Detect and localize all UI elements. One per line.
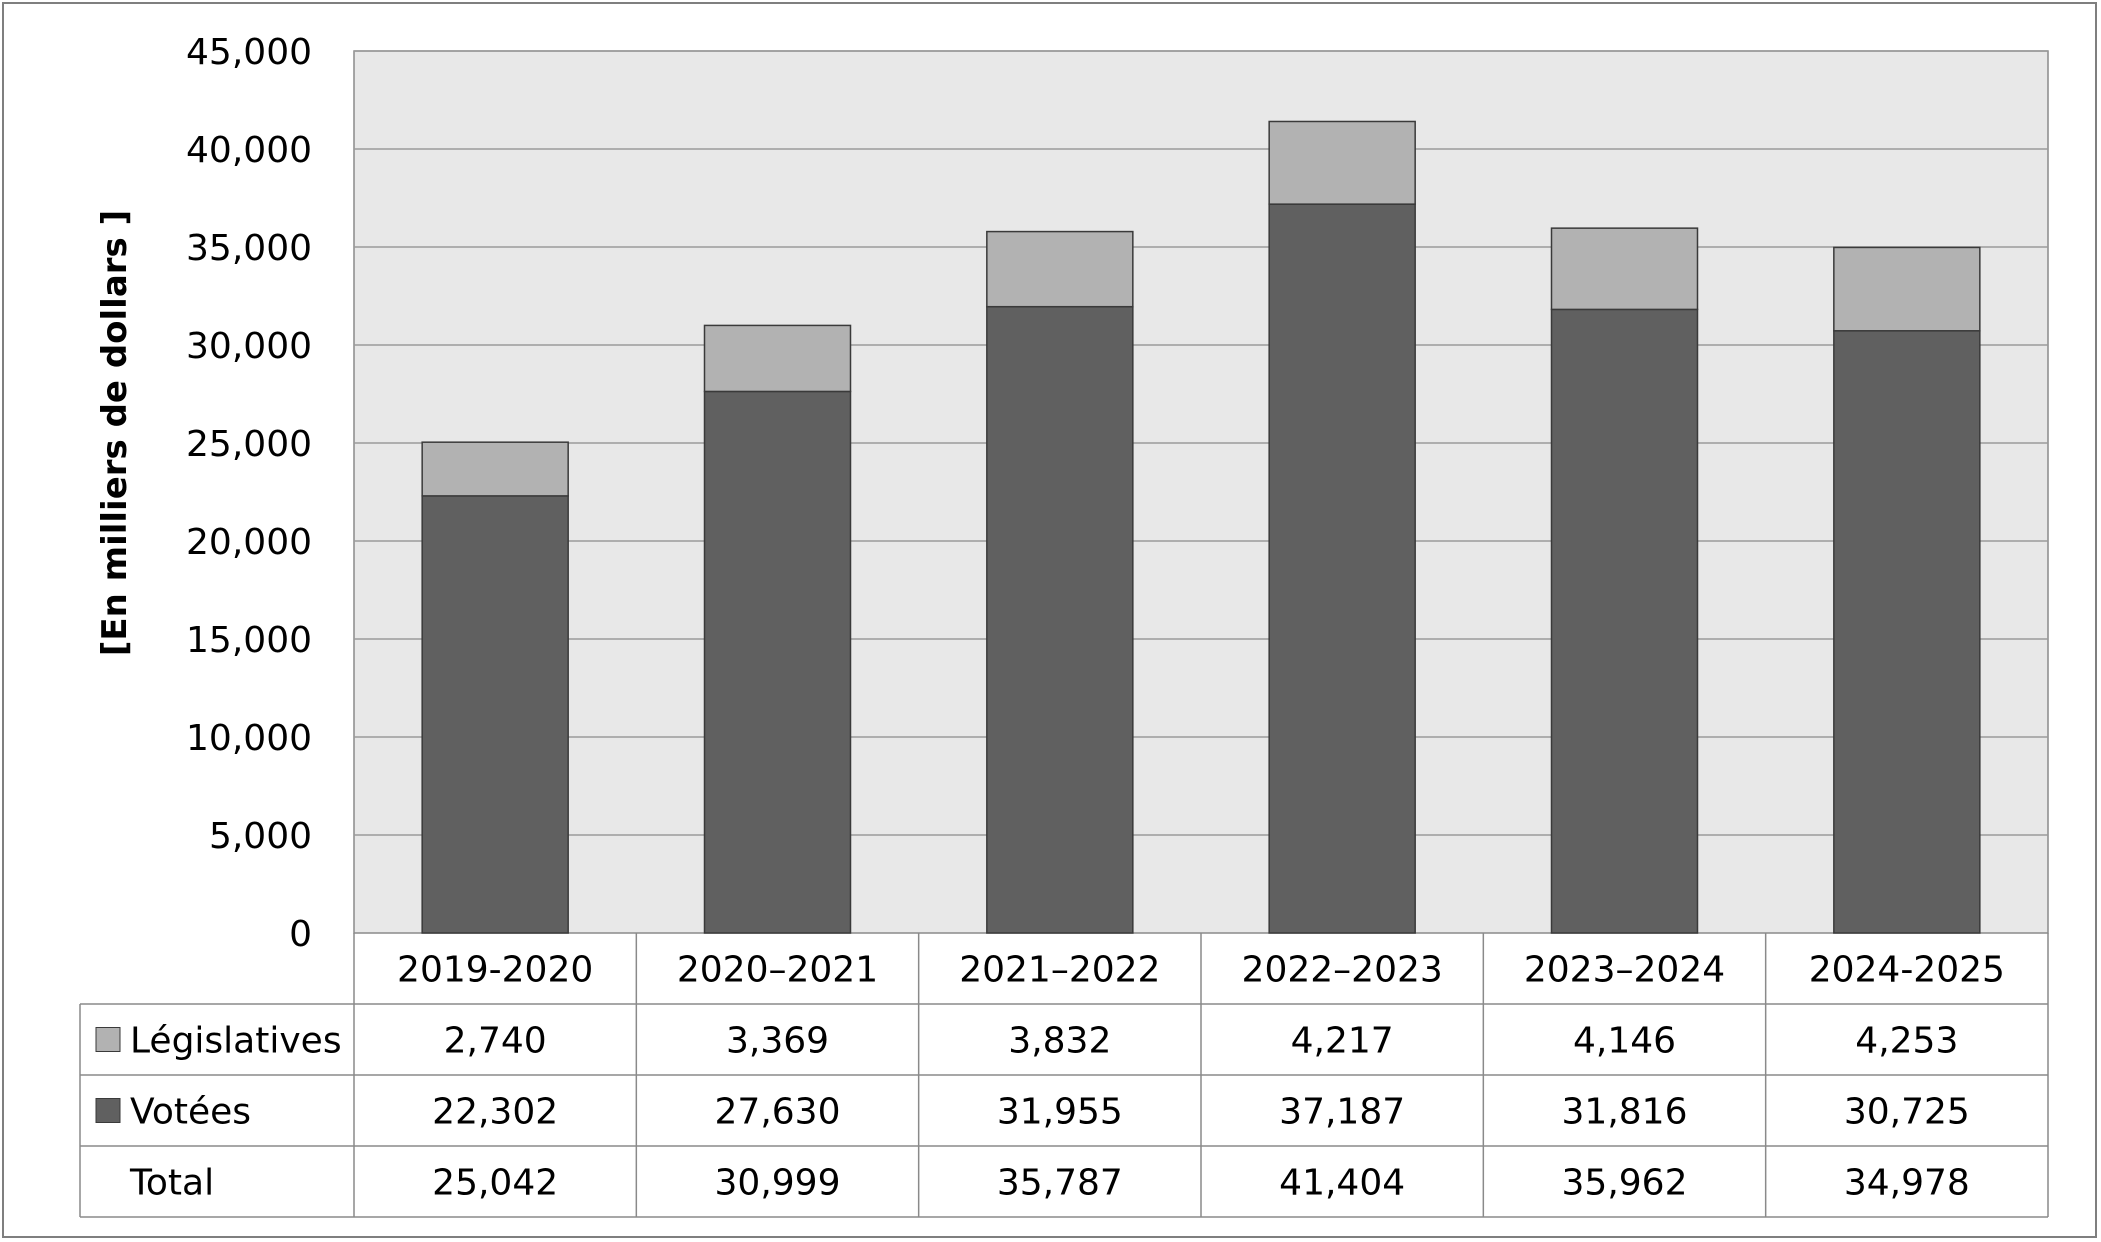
y-tick-label: 10,000 <box>186 718 312 759</box>
y-tick-label: 20,000 <box>186 522 312 563</box>
data-value: 41,404 <box>1279 1163 1405 1204</box>
data-value: 30,999 <box>715 1163 841 1204</box>
bar-segment <box>986 230 1134 308</box>
data-value: 31,955 <box>997 1092 1123 1133</box>
category-label: 2023–2024 <box>1524 950 1725 991</box>
y-tick-label: 40,000 <box>186 130 312 171</box>
bar-segment <box>1833 246 1981 332</box>
category-label: 2022–2023 <box>1242 950 1443 991</box>
data-value: 4,146 <box>1573 1021 1676 1062</box>
y-tick-label: 35,000 <box>186 228 312 269</box>
bar-segment <box>421 495 569 934</box>
bar-segment <box>1833 330 1981 934</box>
data-value: 4,253 <box>1855 1021 1958 1062</box>
y-axis-label: [En milliers de dollars ] <box>95 210 135 656</box>
plot-background <box>353 50 2049 934</box>
data-value: 35,962 <box>1562 1163 1688 1204</box>
bar-segment <box>1550 227 1699 311</box>
y-axis: 0 5,000 10,000 15,000 20,000 25,000 30,000 35,0… <box>186 32 312 955</box>
y-tick-label: 5,000 <box>209 816 312 857</box>
bar-segment <box>986 305 1134 934</box>
bar-segment <box>1268 120 1416 205</box>
y-tick-label: 30,000 <box>186 326 312 367</box>
data-value: 4,217 <box>1291 1021 1394 1062</box>
y-tick-label: 0 <box>289 914 312 955</box>
plot-area <box>353 50 2049 934</box>
legend-label: Législatives <box>130 1021 342 1062</box>
data-value: 3,369 <box>726 1021 829 1062</box>
y-tick-label: 25,000 <box>186 424 312 465</box>
y-tick-label: 15,000 <box>186 620 312 661</box>
bar-segment <box>703 324 852 393</box>
bar-segment <box>703 390 852 934</box>
legend-swatch <box>95 1027 121 1052</box>
category-label: 2021–2022 <box>959 950 1160 991</box>
data-value: 30,725 <box>1844 1092 1970 1133</box>
legend-label: Total <box>129 1163 214 1204</box>
data-value: 22,302 <box>432 1092 558 1133</box>
y-tick-label: 45,000 <box>186 32 312 73</box>
data-table: 2019-2020 2020–2021 2021–2022 2022–2023 2023… <box>79 933 2049 1218</box>
legend-label: Votées <box>130 1092 251 1133</box>
bar-segment <box>1268 203 1416 934</box>
category-label: 2019-2020 <box>397 950 593 991</box>
data-value: 3,832 <box>1008 1021 1111 1062</box>
data-value: 31,816 <box>1562 1092 1688 1133</box>
data-value: 34,978 <box>1844 1163 1970 1204</box>
category-label: 2024-2025 <box>1809 950 2005 991</box>
data-value: 37,187 <box>1279 1092 1405 1133</box>
data-value: 2,740 <box>444 1021 547 1062</box>
legend-swatch <box>95 1098 121 1123</box>
data-value: 25,042 <box>432 1163 558 1204</box>
bar-segment <box>421 441 569 497</box>
data-value: 27,630 <box>715 1092 841 1133</box>
data-value: 35,787 <box>997 1163 1123 1204</box>
category-label: 2020–2021 <box>677 950 878 991</box>
bars <box>421 120 1981 934</box>
bar-segment <box>1550 308 1699 934</box>
